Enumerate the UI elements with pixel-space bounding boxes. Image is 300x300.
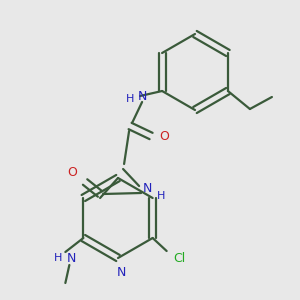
- Text: Cl: Cl: [173, 251, 186, 265]
- Text: N: N: [116, 266, 126, 278]
- Text: O: O: [67, 166, 77, 178]
- Text: N: N: [142, 182, 152, 194]
- Text: O: O: [159, 130, 169, 142]
- Text: N: N: [67, 251, 76, 265]
- Text: H: H: [157, 191, 165, 201]
- Text: N: N: [137, 89, 147, 103]
- Text: H: H: [54, 253, 62, 263]
- Text: H: H: [126, 94, 134, 104]
